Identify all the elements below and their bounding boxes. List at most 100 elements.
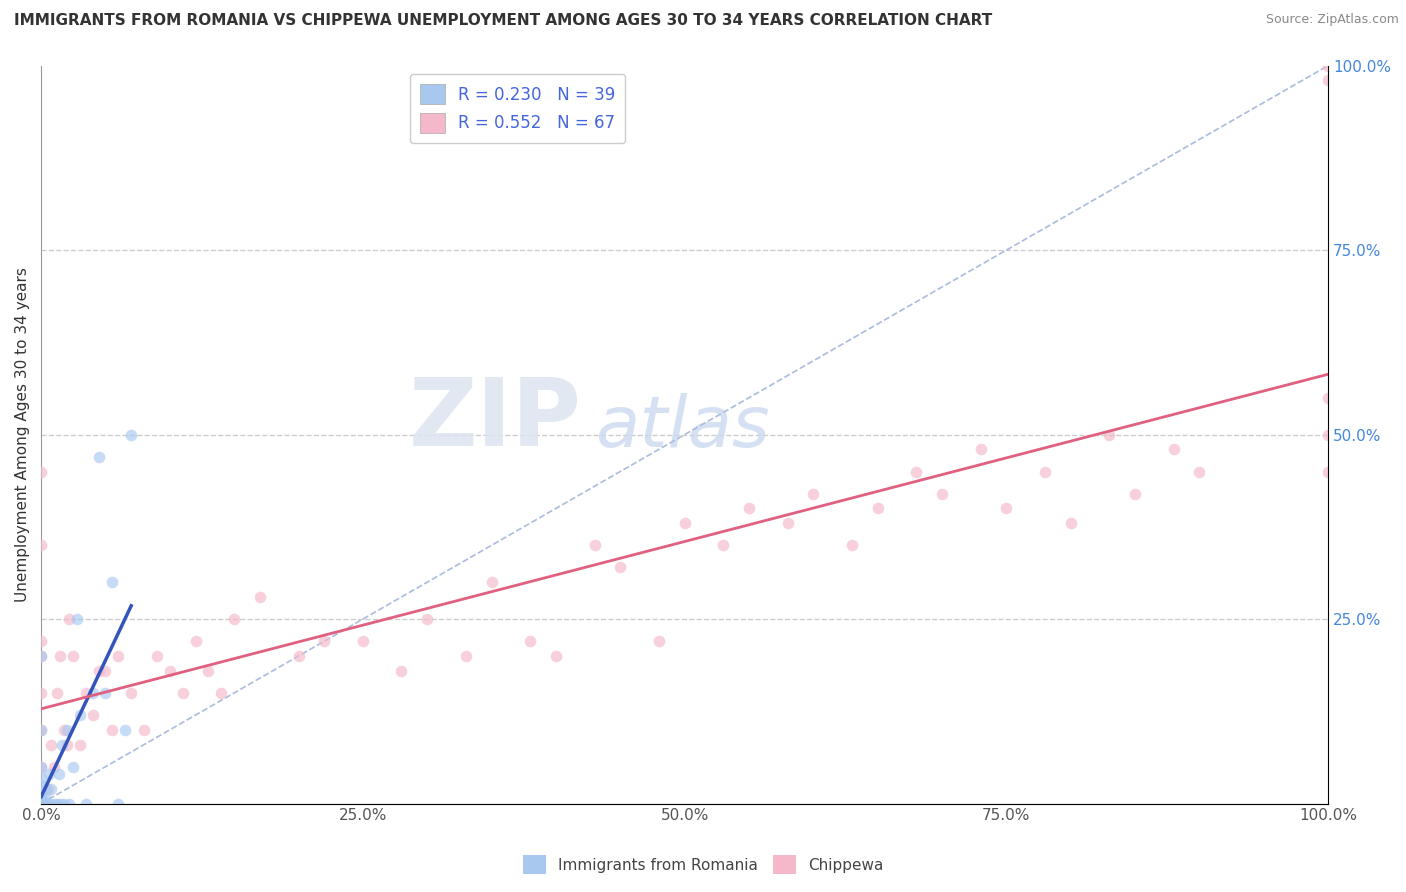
Point [544, 648, 567, 663]
Point [1123, 486, 1146, 500]
Point [32, 797, 55, 811]
Point [30, 797, 52, 811]
Point [32, 797, 55, 811]
Point [454, 648, 477, 663]
Point [1317, 427, 1340, 442]
Point [711, 538, 734, 552]
Point [42, 797, 65, 811]
Point [120, 427, 142, 442]
Point [94, 686, 117, 700]
Point [1317, 59, 1340, 73]
Point [159, 664, 181, 678]
Text: atlas: atlas [595, 392, 769, 462]
Text: ZIP: ZIP [409, 374, 582, 466]
Point [287, 648, 309, 663]
Point [56, 723, 79, 737]
Point [30, 686, 52, 700]
Point [224, 612, 246, 626]
Point [32, 793, 55, 807]
Point [969, 442, 991, 457]
Y-axis label: Unemployment Among Ages 30 to 34 years: Unemployment Among Ages 30 to 34 years [15, 268, 30, 602]
Point [1163, 442, 1185, 457]
Point [30, 789, 52, 804]
Point [648, 634, 671, 648]
Point [107, 797, 129, 811]
Point [45, 797, 67, 811]
Point [30, 723, 52, 737]
Point [209, 686, 232, 700]
Point [1317, 73, 1340, 87]
Point [146, 648, 169, 663]
Point [801, 486, 824, 500]
Point [58, 797, 80, 811]
Point [45, 686, 67, 700]
Point [69, 708, 91, 723]
Point [94, 664, 117, 678]
Point [34, 797, 56, 811]
Point [30, 793, 52, 807]
Point [866, 501, 889, 516]
Text: Source: ZipAtlas.com: Source: ZipAtlas.com [1265, 13, 1399, 27]
Point [30, 760, 52, 774]
Point [30, 760, 52, 774]
Point [34, 789, 56, 804]
Point [776, 516, 799, 531]
Point [51, 738, 73, 752]
Point [30, 648, 52, 663]
Point [172, 686, 194, 700]
Point [53, 723, 76, 737]
Point [69, 738, 91, 752]
Point [30, 723, 52, 737]
Point [352, 634, 374, 648]
Point [519, 634, 541, 648]
Point [673, 516, 696, 531]
Point [931, 486, 953, 500]
Point [1098, 427, 1121, 442]
Point [82, 686, 104, 700]
Point [30, 465, 52, 479]
Point [995, 501, 1018, 516]
Point [87, 664, 110, 678]
Point [30, 778, 52, 792]
Point [30, 648, 52, 663]
Point [41, 738, 63, 752]
Point [1317, 465, 1340, 479]
Point [132, 723, 155, 737]
Point [39, 797, 62, 811]
Point [62, 760, 84, 774]
Point [391, 664, 413, 678]
Point [30, 771, 52, 785]
Point [66, 612, 89, 626]
Point [39, 781, 62, 796]
Point [101, 723, 124, 737]
Point [583, 538, 606, 552]
Point [197, 664, 219, 678]
Point [75, 686, 97, 700]
Point [42, 760, 65, 774]
Point [37, 797, 59, 811]
Point [53, 797, 76, 811]
Point [35, 781, 58, 796]
Legend: R = 0.230   N = 39, R = 0.552   N = 67: R = 0.230 N = 39, R = 0.552 N = 67 [409, 74, 626, 143]
Point [841, 538, 863, 552]
Point [30, 538, 52, 552]
Point [416, 612, 439, 626]
Point [1060, 516, 1083, 531]
Point [114, 723, 136, 737]
Point [30, 797, 52, 811]
Point [481, 575, 503, 590]
Point [58, 612, 80, 626]
Point [38, 767, 60, 781]
Text: IMMIGRANTS FROM ROMANIA VS CHIPPEWA UNEMPLOYMENT AMONG AGES 30 TO 34 YEARS CORRE: IMMIGRANTS FROM ROMANIA VS CHIPPEWA UNEM… [14, 13, 993, 29]
Point [738, 501, 761, 516]
Point [905, 465, 928, 479]
Point [49, 797, 72, 811]
Point [101, 575, 124, 590]
Point [30, 786, 52, 800]
Point [1188, 465, 1211, 479]
Point [30, 797, 52, 811]
Point [49, 648, 72, 663]
Point [87, 450, 110, 464]
Point [107, 648, 129, 663]
Point [48, 767, 70, 781]
